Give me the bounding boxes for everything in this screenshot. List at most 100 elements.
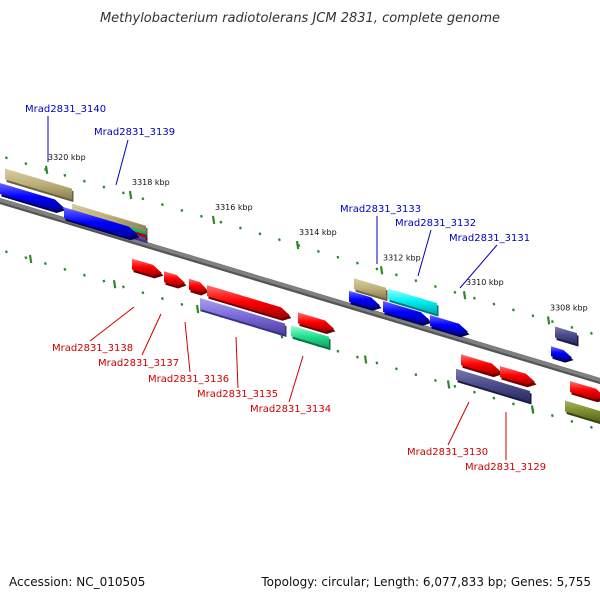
gene-forward-arrow[interactable] — [349, 290, 382, 311]
scale-dot — [433, 378, 437, 383]
gene-reverse-arrow[interactable] — [570, 381, 600, 403]
gene-reverse-arrow[interactable] — [164, 271, 187, 289]
gene-body — [200, 298, 285, 335]
gene-labels: Mrad2831_3140 Mrad2831_3139 Mrad2831_3133 M… — [25, 104, 546, 473]
gene-label[interactable]: Mrad2831_3140 — [25, 104, 106, 115]
gene-label[interactable]: Mrad2831_3132 — [395, 218, 476, 229]
scale-dot — [180, 208, 184, 212]
scale-tick-label: 3314 kbp — [299, 228, 337, 237]
gene-body — [383, 300, 430, 324]
gene-body — [354, 278, 386, 299]
gene-label-leader — [288, 355, 304, 403]
gene-reverse-arrow[interactable] — [298, 312, 336, 334]
gene-reverse-arrow[interactable] — [461, 354, 503, 378]
scale-dot — [82, 273, 86, 277]
gene-body — [72, 203, 146, 229]
gene-label[interactable]: Mrad2831_3139 — [94, 127, 175, 138]
gene-forward-arrow[interactable] — [551, 346, 574, 363]
scale-dot — [63, 267, 67, 271]
gene-body — [456, 368, 530, 402]
scale-dot — [355, 355, 359, 359]
gene-label[interactable]: Mrad2831_3130 — [407, 447, 488, 458]
major-tick-bottom — [28, 254, 33, 264]
scale-dot — [258, 232, 262, 236]
gene-forward-arrow[interactable] — [383, 300, 432, 326]
gene-reverse-arrow[interactable] — [132, 258, 164, 279]
scale-dot — [43, 261, 47, 266]
gene-label[interactable]: Mrad2831_3129 — [465, 462, 546, 473]
gene-forward-arrow[interactable] — [0, 183, 66, 213]
gene-label[interactable]: Mrad2831_3137 — [98, 358, 179, 369]
gene-3133-block[interactable] — [354, 278, 388, 302]
gene-label[interactable]: Mrad2831_3136 — [148, 374, 229, 385]
scale-dot — [570, 419, 574, 423]
gene-body — [72, 206, 146, 232]
scale-dot — [589, 425, 593, 429]
gene-3140-block[interactable] — [5, 168, 74, 203]
scale-dot — [550, 414, 554, 418]
scale-dot — [121, 191, 125, 195]
scale-dot — [102, 185, 106, 189]
scale-dot — [355, 261, 359, 265]
gene-block[interactable] — [555, 326, 579, 347]
major-tick-top — [546, 316, 551, 325]
gene-label[interactable]: Mrad2831_3138 — [52, 343, 133, 354]
scale-dot — [180, 302, 184, 306]
gene-body — [207, 285, 290, 319]
scale-dot — [375, 361, 379, 365]
gene-reverse-arrow[interactable] — [207, 285, 292, 321]
scale-dot — [336, 349, 340, 353]
gene-features — [0, 168, 600, 427]
scale-dot — [82, 179, 86, 183]
scale-tick-label: 3312 kbp — [383, 253, 421, 262]
scale-tick-label: 3318 kbp — [132, 178, 170, 187]
gene-body — [132, 258, 162, 276]
scale-dot — [4, 156, 8, 160]
scale-dot — [238, 226, 242, 230]
gene-body — [5, 168, 72, 200]
gene-body — [555, 326, 577, 345]
major-tick-top — [128, 190, 133, 200]
scale-dot — [141, 291, 145, 295]
scale-dot — [394, 367, 398, 371]
gene-body — [551, 346, 572, 361]
major-tick-bottom — [112, 280, 117, 289]
scale-dot — [414, 373, 418, 377]
gene-label-leader — [235, 336, 239, 389]
scale-dot — [531, 314, 535, 318]
gene-forward-arrow[interactable] — [64, 207, 140, 241]
gene-forward-arrow[interactable] — [430, 315, 470, 338]
gene-label-leader — [89, 306, 135, 342]
gene-body — [349, 290, 380, 309]
scale-tick-label: 3316 kbp — [215, 203, 253, 212]
gene-label[interactable]: Mrad2831_3131 — [449, 233, 530, 244]
gene-label-leader — [141, 313, 162, 356]
gene-label[interactable]: Mrad2831_3135 — [197, 389, 278, 400]
gene-block[interactable] — [565, 400, 600, 427]
gene-3132-block[interactable] — [388, 288, 439, 317]
scale-tick-label: 3308 kbp — [550, 303, 588, 312]
map-title: Methylobacterium radiotolerans JCM 2831,… — [100, 11, 500, 26]
scale-tick-label: 3310 kbp — [466, 278, 504, 287]
scale-dot — [492, 396, 496, 400]
gene-reverse-arrow[interactable] — [189, 278, 209, 296]
scale-dot — [472, 296, 476, 300]
gene-reverse-arrow[interactable] — [500, 366, 537, 388]
scale-dot — [472, 390, 476, 394]
gene-3135-block[interactable] — [200, 298, 287, 337]
major-tick-bottom — [530, 405, 535, 414]
scale-dot — [160, 297, 164, 301]
scale-dot — [199, 214, 203, 218]
gene-3134-block[interactable] — [291, 325, 331, 351]
gene-body — [388, 288, 437, 315]
scale-dot — [375, 267, 379, 271]
gene-3130-block[interactable] — [456, 368, 532, 405]
scale-dot — [394, 273, 398, 277]
gene-label[interactable]: Mrad2831_3134 — [250, 404, 331, 415]
gene-label[interactable]: Mrad2831_3133 — [340, 204, 421, 215]
scale-dot — [511, 308, 515, 312]
scale-dot — [453, 290, 457, 294]
accession-text: Accession: NC_010505 — [9, 575, 145, 589]
